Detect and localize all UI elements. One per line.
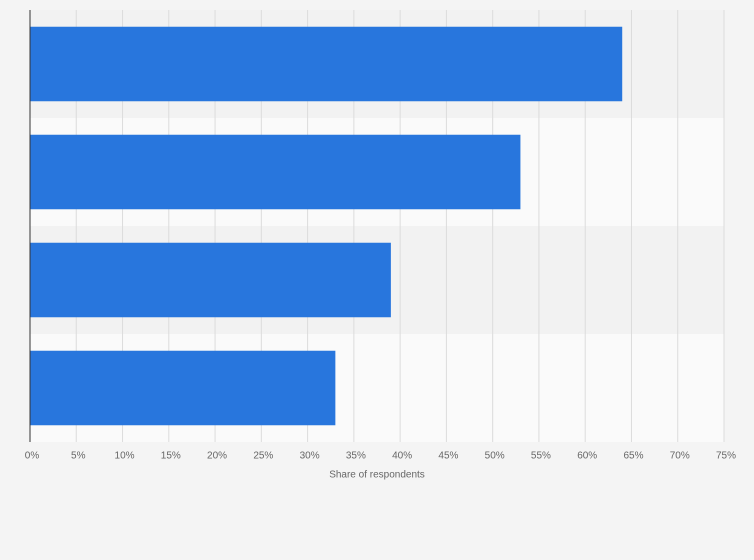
x-tick-label: 30% xyxy=(300,451,320,462)
x-tick-label: 25% xyxy=(253,451,273,462)
x-tick-label: 50% xyxy=(485,451,505,462)
x-tick-label: 40% xyxy=(392,451,412,462)
bar xyxy=(30,26,623,102)
x-tick-label: 45% xyxy=(438,451,458,462)
x-tick-label: 70% xyxy=(670,451,690,462)
x-tick-label: 0% xyxy=(25,451,40,462)
x-tick-label: 55% xyxy=(531,451,551,462)
x-tick-label: 35% xyxy=(346,451,366,462)
x-tick-label: 5% xyxy=(71,451,86,462)
x-axis-title: Share of respondents xyxy=(329,470,425,481)
x-tick-label: 60% xyxy=(577,451,597,462)
x-tick-label: 65% xyxy=(623,451,643,462)
x-tick-label: 75% xyxy=(716,451,736,462)
bar xyxy=(30,350,336,426)
x-tick-label: 10% xyxy=(115,451,135,462)
bar xyxy=(30,242,391,318)
x-tick-label: 20% xyxy=(207,451,227,462)
bar xyxy=(30,134,521,210)
x-tick-label: 15% xyxy=(161,451,181,462)
